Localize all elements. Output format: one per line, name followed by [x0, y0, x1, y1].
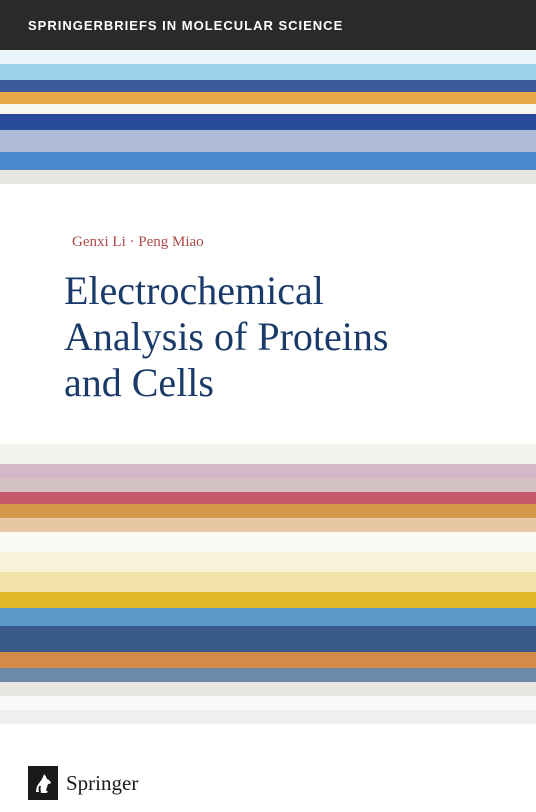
stripe [0, 572, 536, 592]
stripe [0, 478, 536, 492]
stripe [0, 532, 536, 552]
stripe [0, 50, 536, 64]
series-name: SpringerBriefs in Molecular Science [28, 18, 343, 33]
publisher-bar: Springer [0, 754, 536, 812]
stripe [0, 696, 536, 710]
stripe [0, 682, 536, 696]
stripe [0, 492, 536, 504]
book-title: Electrochemical Analysis of Proteins and… [64, 268, 388, 406]
stripe [0, 464, 536, 478]
stripe [0, 592, 536, 608]
stripe [0, 104, 536, 114]
stripe [0, 652, 536, 668]
stripe [0, 170, 536, 184]
stripe [0, 626, 536, 652]
stripe [0, 668, 536, 682]
stripe [0, 114, 536, 130]
stripe [0, 64, 536, 80]
stripe [0, 130, 536, 152]
book-cover: SpringerBriefs in Molecular Science Genx… [0, 0, 536, 812]
stripe [0, 444, 536, 464]
authors: Genxi Li · Peng Miao [72, 234, 204, 251]
title-line-3: and Cells [64, 360, 388, 406]
stripe [0, 92, 536, 104]
stripe [0, 608, 536, 626]
stripe [0, 504, 536, 518]
stripe [0, 552, 536, 572]
stripe [0, 710, 536, 724]
title-line-2: Analysis of Proteins [64, 314, 388, 360]
publisher-logo: Springer [28, 766, 138, 800]
springer-horse-icon [28, 766, 58, 800]
title-line-1: Electrochemical [64, 268, 388, 314]
stripe [0, 518, 536, 532]
stripe [0, 152, 536, 170]
series-bar: SpringerBriefs in Molecular Science [0, 0, 536, 50]
publisher-name: Springer [66, 771, 138, 796]
stripe [0, 80, 536, 92]
